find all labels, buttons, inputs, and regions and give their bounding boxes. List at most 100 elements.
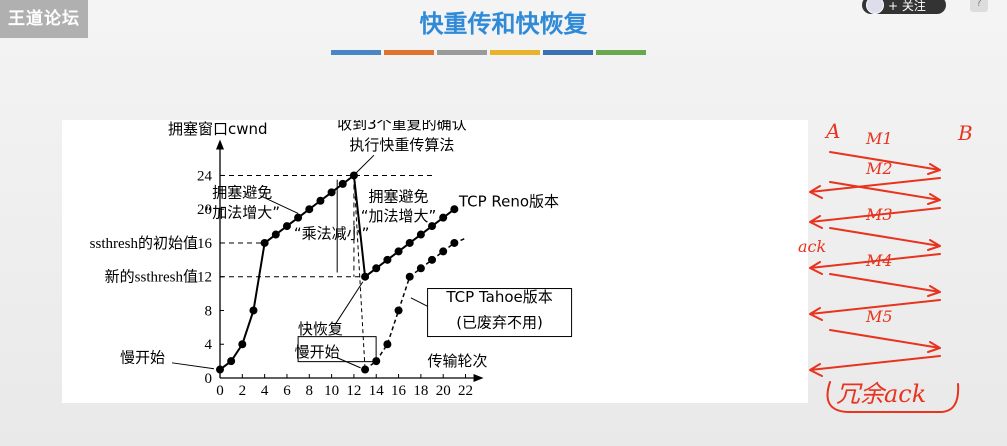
slide-title: 快重传和快恢复 [419,10,588,38]
series-reno-point [249,306,258,315]
handwriting-b: B [957,121,973,145]
handwriting-message: M3 [865,205,893,224]
series-tahoe-point [416,264,425,273]
divider-segment [384,50,434,55]
annotation-leader [336,357,361,369]
series-reno-point [428,222,437,231]
x-axis-arrow [473,374,484,382]
x-tick-label: 4 [261,383,269,399]
series-reno-point [294,213,303,222]
handwriting-ack-arrow [809,177,941,199]
annotation-box [297,336,377,363]
series-tahoe-point [361,365,370,374]
x-tick-label: 0 [216,383,224,399]
y-special-label: ssthresh的初始值 [90,235,198,252]
series-tahoe-point [428,255,437,264]
series-reno-point [305,205,314,214]
series-reno-point [238,340,247,349]
series-reno-point [327,188,336,197]
y-tick-label: 8 [205,303,213,319]
series-reno-point [439,213,448,222]
handwriting-bottom: 冗余ack [836,380,926,408]
x-tick-label: 16 [391,383,407,399]
series-reno-point [394,247,403,256]
y-tick-label: 16 [197,236,213,252]
x-tick-label: 2 [239,383,247,399]
handwriting-underline [826,381,960,413]
annotation-reno: TCP Reno版本 [458,193,559,211]
avatar [866,0,884,14]
series-tahoe-point [439,247,448,256]
annotation-leader [410,297,428,307]
annotation-slow-start: 慢开始 [120,349,165,367]
divider-segment [543,50,593,55]
series-reno-point [271,230,280,239]
series-tahoe-point [383,340,392,349]
x-tick-label: 8 [306,383,314,399]
y-tick-label: 12 [197,270,212,286]
series-reno-point [338,179,347,188]
handwriting-ack-arrow [809,253,941,275]
handwriting-ack-arrow [809,299,941,321]
annotation-ca1-line2: “加法增大” [205,204,281,222]
series-reno-point [227,357,236,366]
y-tick-label: 24 [197,168,213,184]
tcp-congestion-chart: 0 2 4 6 8 10 12 14 16 18 20 22 0 4 8 12 16 20 24 ssthresh的初… [62,120,808,403]
chart-svg: 0 2 4 6 8 10 12 14 16 18 20 2204812162024ssthresh的初… [90,120,573,399]
series-reno-point [316,196,325,205]
annotation-leader [259,195,299,214]
series-tahoe-point [450,238,459,247]
annotation-ca2-line1: 拥塞避免 [369,188,429,206]
title-divider [331,50,646,55]
annotation-leader [334,281,364,326]
x-axis-title: 传输轮次 [428,352,488,370]
series-reno-point [216,365,224,374]
annotation-leader [355,154,375,174]
series-tahoe-point [394,306,403,315]
forum-logo: 王道论坛 [0,0,88,38]
annotation-leader [171,362,215,370]
x-tick-label: 12 [346,383,361,399]
y-axis-title: 拥塞窗口cwnd [168,120,268,138]
handwriting-a: A [824,119,840,143]
y-tick-label: 4 [205,337,213,353]
divider-segment [596,50,646,55]
annotation-ca2-line2: “加法增大” [361,207,437,225]
handwriting-message: M2 [865,159,893,178]
y-tick-label: 0 [205,371,213,387]
x-tick-label: 10 [324,383,339,399]
annotation-mult-decrease: “乘法减小” [294,225,370,243]
series-reno-point [372,264,381,273]
follow-button[interactable]: + 关注 [862,0,946,14]
x-tick-label: 18 [413,383,428,399]
annotation-fast-retransmit-1: 收到3个重复的确认 [337,120,467,133]
series-reno-point [405,238,414,247]
series-tahoe-point [405,272,414,281]
handwriting-arrow [829,181,941,205]
divider-segment [437,50,487,55]
handwriting-arrow [829,227,941,251]
handwritten-notes: A B M1 M2 M3 M4 M5 ack 冗余ack [798,119,973,413]
help-button[interactable]: ? [970,0,988,12]
annotation-slow-start-box: 慢开始 [295,343,340,361]
handwriting-message: M5 [865,307,893,326]
annotation-fast-recover: 快恢复 [298,320,343,338]
y-axis-arrow [216,139,224,150]
handwriting-ack: ack [798,237,826,256]
annotation-tahoe-box [427,288,573,338]
annotation-tahoe-2: (已废弃不用) [456,313,543,331]
handwriting-ack-arrow [809,355,941,377]
follow-label: + 关注 [888,0,926,13]
handwriting-arrow [829,151,941,175]
y-tick-label: 20 [197,202,212,218]
series-reno-point [361,272,370,281]
y-special-label: 新的ssthresh值 [105,269,198,286]
annotation-tahoe-1: TCP Tahoe版本 [445,288,552,306]
divider-segment [331,50,381,55]
handwriting-message: M1 [865,129,893,148]
handwriting-ack-arrow [809,207,941,229]
series-reno-point [416,230,425,239]
series-tahoe-line [364,237,467,371]
x-tick-label: 20 [436,383,451,399]
series-reno-point [450,205,459,214]
